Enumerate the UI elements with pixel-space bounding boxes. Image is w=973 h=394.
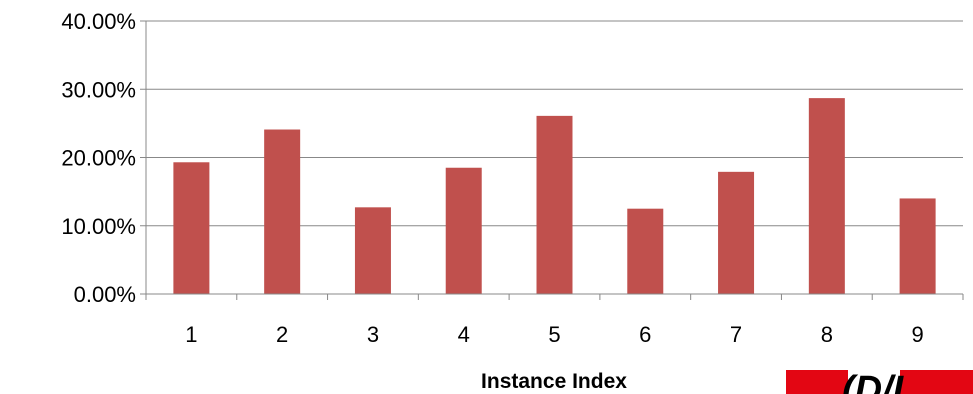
y-tick-labels: 0.00% 10.00% 20.00% 30.00% 40.00% [61, 9, 136, 307]
bar [445, 167, 482, 294]
x-tick-label: 4 [458, 322, 470, 347]
y-tick-label: 10.00% [61, 214, 136, 239]
y-tick-label: 40.00% [61, 9, 136, 34]
x-tick-label: 1 [185, 322, 197, 347]
x-tick-label: 5 [548, 322, 560, 347]
logo-red-band-right [900, 370, 973, 394]
bar [627, 208, 664, 294]
bar [899, 198, 936, 294]
y-tick-label: 0.00% [74, 282, 136, 307]
bar [808, 98, 845, 294]
x-tick-label: 7 [730, 322, 742, 347]
bar [354, 207, 391, 294]
logo-red-band-left [786, 370, 848, 394]
logo-lettering: (D/I [842, 369, 905, 394]
x-tick-label: 6 [639, 322, 651, 347]
bar [264, 129, 301, 294]
y-tick-label: 20.00% [61, 146, 136, 171]
axes [140, 21, 964, 300]
x-axis-label: Instance Index [481, 370, 627, 393]
bar [718, 171, 755, 294]
x-tick-label: 9 [911, 322, 923, 347]
x-tick-label: 2 [276, 322, 288, 347]
bar [536, 115, 573, 295]
x-tick-labels: 1 2 3 4 5 6 7 8 9 [185, 322, 923, 347]
x-tick-label: 3 [367, 322, 379, 347]
y-tick-label: 30.00% [61, 77, 136, 102]
bar [173, 162, 210, 294]
bars [173, 98, 936, 295]
x-tick-label: 8 [821, 322, 833, 347]
logo: (D/I [786, 369, 973, 394]
